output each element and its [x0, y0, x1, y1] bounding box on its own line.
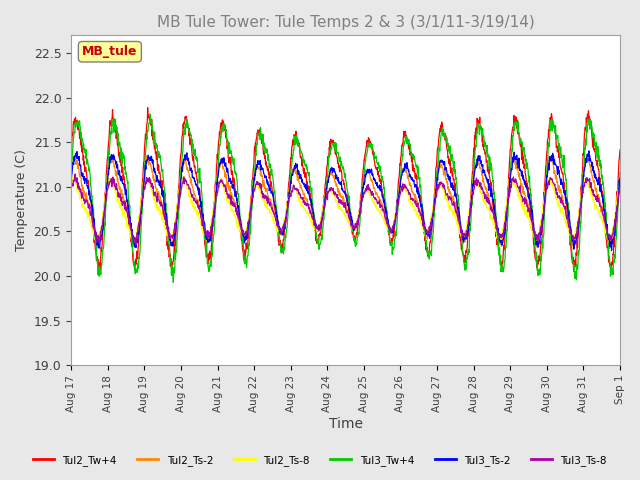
Tul2_Ts-8	[110, 182, 118, 188]
Tul2_Tw+4	[67, 147, 75, 153]
Tul2_Ts-2	[67, 167, 75, 173]
Tul2_Tw+4	[110, 123, 118, 129]
Tul2_Tw+4	[380, 201, 388, 207]
Tul3_Tw+4	[616, 174, 624, 180]
Tul2_Ts-2	[109, 152, 117, 158]
Tul2_Tw+4	[312, 230, 320, 236]
Tul3_Tw+4	[170, 279, 177, 285]
Tul3_Ts-8	[132, 241, 140, 247]
Tul2_Ts-2	[110, 164, 118, 169]
Tul3_Ts-8	[301, 202, 308, 207]
Tul3_Tw+4	[147, 111, 154, 117]
Line: Tul2_Tw+4: Tul2_Tw+4	[71, 108, 620, 275]
Tul2_Tw+4	[132, 261, 140, 267]
Tul2_Ts-8	[301, 205, 308, 211]
Tul2_Ts-8	[180, 173, 188, 179]
Tul3_Tw+4	[312, 232, 320, 238]
Tul3_Ts-2	[67, 178, 75, 183]
Legend: Tul2_Tw+4, Tul2_Ts-2, Tul2_Ts-8, Tul3_Tw+4, Tul3_Ts-2, Tul3_Ts-8: Tul2_Tw+4, Tul2_Ts-2, Tul2_Ts-8, Tul3_Tw…	[29, 451, 611, 470]
Tul3_Ts-2	[110, 152, 118, 158]
Tul2_Ts-8	[67, 185, 75, 191]
Tul2_Ts-8	[380, 217, 388, 223]
Tul2_Tw+4	[322, 174, 330, 180]
Tul3_Tw+4	[110, 115, 118, 121]
Tul3_Tw+4	[301, 162, 308, 168]
Tul3_Ts-8	[312, 224, 320, 230]
Title: MB Tule Tower: Tule Temps 2 & 3 (3/1/11-3/19/14): MB Tule Tower: Tule Temps 2 & 3 (3/1/11-…	[157, 15, 534, 30]
Tul3_Ts-2	[380, 199, 387, 205]
Tul2_Ts-8	[132, 233, 140, 239]
Tul3_Ts-2	[321, 194, 329, 200]
Tul2_Ts-8	[322, 196, 330, 202]
Tul3_Tw+4	[132, 266, 140, 272]
Line: Tul2_Ts-8: Tul2_Ts-8	[71, 176, 620, 243]
Tul2_Ts-2	[301, 190, 308, 196]
X-axis label: Time: Time	[328, 418, 363, 432]
Tul3_Ts-2	[132, 245, 140, 251]
Tul2_Tw+4	[301, 173, 308, 179]
Tul2_Ts-8	[312, 227, 319, 233]
Tul3_Ts-2	[300, 180, 308, 186]
Tul3_Ts-8	[616, 184, 624, 190]
Tul2_Ts-2	[616, 169, 624, 175]
Tul3_Ts-8	[133, 234, 141, 240]
Tul3_Tw+4	[322, 187, 330, 193]
Tul3_Ts-8	[380, 209, 388, 215]
Tul3_Tw+4	[380, 185, 388, 191]
Tul3_Ts-8	[67, 182, 75, 188]
Tul2_Ts-8	[569, 240, 577, 246]
Tul2_Tw+4	[616, 147, 624, 153]
Tul3_Ts-2	[608, 247, 616, 253]
Tul3_Tw+4	[67, 173, 75, 179]
Line: Tul3_Ts-8: Tul3_Ts-8	[71, 174, 620, 244]
Tul3_Ts-2	[312, 220, 319, 226]
Tul2_Ts-2	[322, 189, 330, 194]
Tul2_Ts-8	[616, 183, 624, 189]
Text: MB_tule: MB_tule	[82, 45, 138, 58]
Tul3_Ts-2	[585, 148, 593, 154]
Tul3_Ts-2	[616, 176, 624, 181]
Line: Tul2_Ts-2: Tul2_Ts-2	[71, 155, 620, 250]
Tul2_Ts-2	[380, 206, 388, 212]
Y-axis label: Temperature (C): Temperature (C)	[15, 149, 28, 251]
Tul3_Ts-8	[71, 171, 79, 177]
Tul3_Ts-8	[322, 196, 330, 202]
Tul3_Ts-8	[110, 176, 118, 182]
Tul2_Tw+4	[144, 105, 152, 110]
Tul2_Ts-2	[570, 247, 577, 252]
Tul2_Ts-2	[132, 235, 140, 241]
Tul2_Ts-2	[312, 226, 319, 232]
Tul2_Tw+4	[95, 272, 102, 278]
Line: Tul3_Tw+4: Tul3_Tw+4	[71, 114, 620, 282]
Line: Tul3_Ts-2: Tul3_Ts-2	[71, 151, 620, 250]
